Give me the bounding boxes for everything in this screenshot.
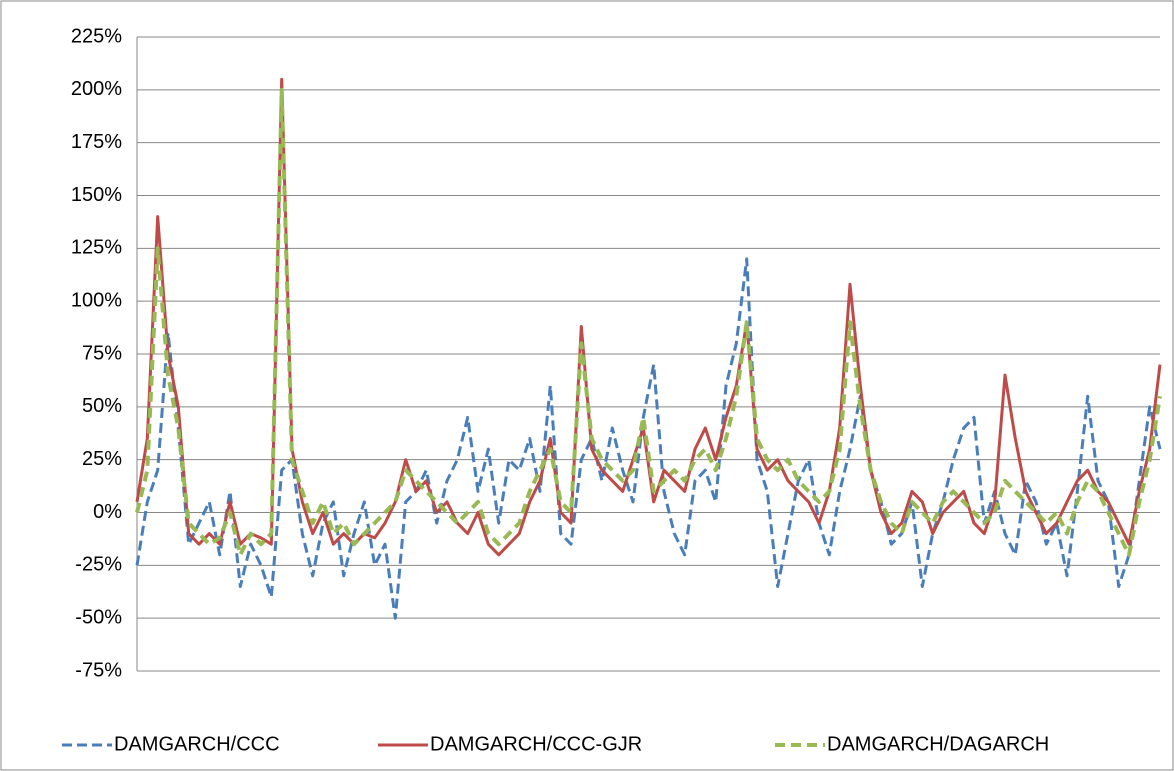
- legend-label: DAMGARCH/CCC-GJR: [430, 733, 642, 755]
- y-tick-label: 100%: [71, 289, 122, 311]
- y-tick-label: 25%: [82, 448, 122, 470]
- legend-label: DAMGARCH/CCC: [114, 733, 280, 755]
- y-tick-label: -50%: [75, 606, 122, 628]
- series-line: [135, 257, 1162, 620]
- y-tick-label: 175%: [71, 131, 122, 153]
- y-tick-label: 125%: [71, 237, 122, 259]
- y-tick-label: 225%: [71, 25, 122, 47]
- legend-label: DAMGARCH/DAGARCH: [827, 733, 1049, 755]
- y-tick-label: 0%: [93, 501, 122, 523]
- y-tick-label: -75%: [75, 659, 122, 681]
- y-tick-label: 150%: [71, 184, 122, 206]
- y-tick-label: 75%: [82, 342, 122, 364]
- series-line: [135, 87, 1162, 557]
- y-tick-label: -25%: [75, 554, 122, 576]
- y-tick-label: 50%: [82, 395, 122, 417]
- y-tick-label: 200%: [71, 78, 122, 100]
